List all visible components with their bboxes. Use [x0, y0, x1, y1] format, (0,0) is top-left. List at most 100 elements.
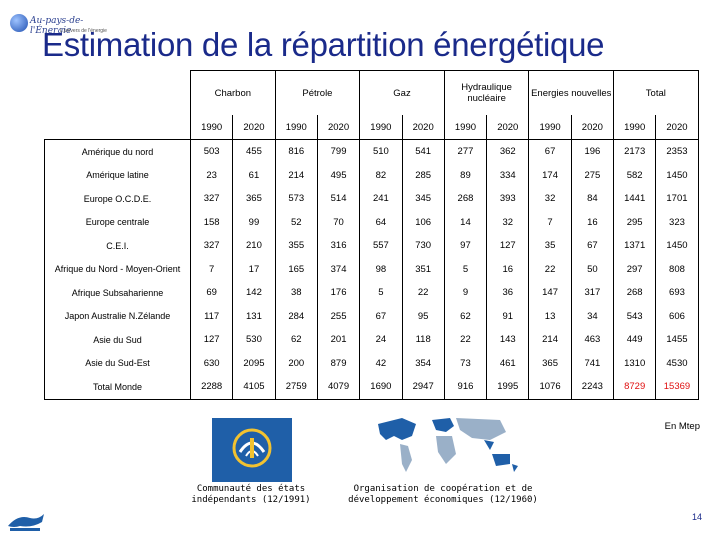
group-header-row: Charbon Pétrole Gaz Hydraulique nucléair…: [45, 70, 699, 116]
value-cell: 1690: [359, 375, 403, 400]
logo-tagline: L'univers de l'énergie: [60, 28, 107, 34]
table-row: Europe O.C.D.E. 327 365 573 514 241 345 268 393 3…: [44, 187, 699, 211]
value-cell: 693: [655, 281, 699, 305]
value-cell: 362: [486, 139, 530, 164]
footer-logo-icon: [8, 514, 44, 531]
value-cell: 277: [443, 139, 488, 164]
value-cell: 2095: [232, 351, 276, 375]
value-cell: 174: [528, 163, 572, 187]
page-number: 14: [691, 512, 702, 522]
value-cell: 196: [570, 139, 615, 164]
year-header: 2020: [486, 115, 530, 140]
value-cell: 1371: [613, 234, 657, 258]
value-cell: 455: [232, 139, 276, 164]
value-cell: 73: [443, 351, 488, 375]
page-title: Estimation de la répartition énergétique: [42, 26, 605, 63]
value-cell: 2947: [401, 375, 445, 400]
value-cell: 808: [655, 257, 699, 281]
value-cell: 1441: [613, 187, 657, 211]
value-cell: 543: [613, 304, 657, 328]
value-cell: 1701: [655, 187, 699, 211]
value-cell: 2243: [570, 375, 615, 400]
value-cell: 52: [274, 210, 318, 234]
value-cell: 147: [528, 281, 572, 305]
value-cell: 295: [613, 210, 657, 234]
value-cell: 16: [486, 257, 530, 281]
table-row: Amérique latine 23 61 214 495 82 285 89 334 174 27…: [44, 163, 699, 187]
region-cell: Japon Australie N.Zélande: [44, 304, 191, 328]
value-cell: 214: [274, 163, 318, 187]
value-cell: 84: [570, 187, 615, 211]
year-header: 1990: [274, 115, 318, 140]
year-header: 1990: [528, 115, 572, 140]
value-cell: 98: [359, 257, 403, 281]
table-row: Asie du Sud-Est 630 2095 200 879 42 354 73 461 36…: [44, 351, 699, 375]
value-cell: 95: [401, 304, 445, 328]
value-cell: 9: [443, 281, 488, 305]
value-cell: 393: [486, 187, 530, 211]
value-cell: 32: [486, 210, 530, 234]
logo-brand: Au-pays-de-l'Énergie: [30, 16, 84, 36]
value-cell: 334: [486, 163, 530, 187]
value-cell: 165: [274, 257, 318, 281]
value-cell: 143: [486, 328, 530, 352]
cis-caption: Communauté des états indépendants (12/19…: [191, 484, 311, 505]
globe-icon: [10, 14, 28, 32]
value-cell: 64: [359, 210, 403, 234]
value-cell: 316: [316, 234, 361, 258]
value-cell: 210: [232, 234, 276, 258]
group-header: Hydraulique nucléaire: [443, 70, 530, 115]
value-cell: 557: [359, 234, 403, 258]
table-row: C.E.I. 327 210 355 316 557 730 97 127 35 67 1371 145…: [44, 234, 699, 258]
value-cell: 1076: [528, 375, 572, 400]
value-cell: 50: [570, 257, 615, 281]
value-cell: 70: [316, 210, 361, 234]
table-row: Afrique du Nord - Moyen-Orient 7 17 165 374 9…: [44, 257, 699, 281]
year-header: 1990: [359, 115, 403, 140]
corner-cell: [45, 71, 191, 116]
value-cell: 573: [274, 187, 318, 211]
value-cell: 91: [486, 304, 530, 328]
value-cell: 1995: [486, 375, 530, 400]
value-cell: 355: [274, 234, 318, 258]
value-cell: 354: [401, 351, 445, 375]
value-cell: 582: [613, 163, 657, 187]
table-row: Asie du Sud 127 530 62 201 24 118 22 143 214 463 44…: [44, 328, 699, 352]
value-cell: 99: [232, 210, 276, 234]
year-header: 1990: [613, 115, 657, 140]
region-cell: C.E.I.: [44, 234, 191, 258]
value-cell: 374: [316, 257, 361, 281]
value-cell: 34: [570, 304, 615, 328]
value-cell: 118: [401, 328, 445, 352]
value-cell: 32: [528, 187, 572, 211]
value-cell: 530: [232, 328, 276, 352]
region-cell: Afrique Subsaharienne: [44, 281, 191, 305]
value-cell: 89: [443, 163, 488, 187]
value-cell: 4105: [232, 375, 276, 400]
value-cell: 16: [570, 210, 615, 234]
value-cell: 62: [443, 304, 488, 328]
table-row: Japon Australie N.Zélande 117 131 284 255 67 9…: [44, 304, 699, 328]
value-cell: 7: [528, 210, 572, 234]
value-cell: 67: [359, 304, 403, 328]
value-cell: 158: [189, 210, 234, 234]
value-cell: 365: [528, 351, 572, 375]
value-cell: 67: [528, 139, 572, 164]
value-cell: 1450: [655, 234, 699, 258]
group-header: Total: [613, 70, 699, 115]
value-cell: 69: [189, 281, 234, 305]
value-cell: 117: [189, 304, 234, 328]
value-cell: 5: [443, 257, 488, 281]
value-cell: 514: [316, 187, 361, 211]
value-cell: 15369: [655, 375, 699, 400]
region-cell: Europe O.C.D.E.: [44, 187, 191, 211]
region-cell: Europe centrale: [44, 210, 191, 234]
value-cell: 317: [570, 281, 615, 305]
year-header: 2020: [316, 115, 361, 140]
region-cell: Asie du Sud-Est: [44, 351, 191, 375]
value-cell: 176: [316, 281, 361, 305]
value-cell: 541: [401, 139, 445, 164]
table-row: Afrique Subsaharienne 69 142 38 176 5 22 9 36 147…: [44, 281, 699, 305]
value-cell: 730: [401, 234, 445, 258]
value-cell: 2353: [655, 139, 699, 164]
